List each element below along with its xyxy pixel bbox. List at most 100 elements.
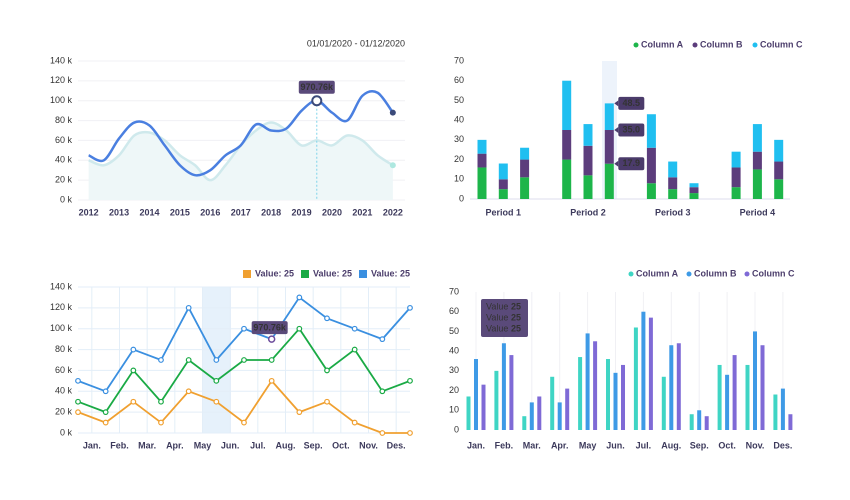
x-tick-label: Oct. xyxy=(718,440,736,450)
point xyxy=(351,346,358,353)
bar xyxy=(522,416,527,430)
bar xyxy=(578,357,583,430)
legend-swatch xyxy=(633,42,639,48)
bar-segment xyxy=(668,189,678,199)
bar xyxy=(537,396,542,430)
bar xyxy=(633,327,638,430)
tooltip-arrow xyxy=(614,100,619,107)
x-tick-label: Jul. xyxy=(636,440,652,450)
bar xyxy=(773,394,778,430)
legend-label: Column C xyxy=(760,39,803,49)
y-tick-label: 40 k xyxy=(55,386,73,396)
x-tick-label: 2018 xyxy=(261,207,281,217)
legend-swatch xyxy=(243,270,251,278)
x-tick-label: Mar. xyxy=(138,440,156,450)
tooltip-box xyxy=(298,80,335,94)
x-tick-label: Nov. xyxy=(359,440,378,450)
x-tick-label: May xyxy=(194,440,212,450)
point xyxy=(241,357,247,363)
bar-segment xyxy=(604,103,614,130)
y-tick-label: 0 xyxy=(459,193,464,203)
bar xyxy=(753,331,757,430)
legend-swatch xyxy=(686,271,692,277)
bar-segment xyxy=(646,183,656,199)
bar-segment xyxy=(731,167,741,188)
bar xyxy=(697,410,702,430)
bar xyxy=(669,345,674,430)
bar-segment xyxy=(752,169,762,199)
y-tick-label: 100 k xyxy=(50,323,73,333)
x-tick-label: 2017 xyxy=(231,207,251,217)
x-tick-label: May xyxy=(579,440,597,450)
tooltip-value: 25 xyxy=(511,301,521,311)
legend-swatch xyxy=(744,271,750,277)
legend-label: Value: 25 xyxy=(255,268,294,278)
point xyxy=(407,377,413,384)
x-tick-label: Period 3 xyxy=(655,207,691,217)
x-tick-label: 2019 xyxy=(292,207,312,217)
tooltip-arrow xyxy=(614,127,619,133)
point xyxy=(296,294,303,301)
point xyxy=(102,388,109,395)
x-tick-label: Sep. xyxy=(304,440,323,450)
bar xyxy=(481,384,486,430)
x-tick-label: Des. xyxy=(387,440,406,450)
legend-label: Column B xyxy=(694,268,737,278)
point xyxy=(102,419,109,426)
point xyxy=(324,315,330,322)
tooltip-box xyxy=(618,123,645,137)
x-tick-label: Jun. xyxy=(606,440,625,450)
x-tick-label: Nov. xyxy=(746,440,765,450)
bar xyxy=(648,317,653,430)
bar-segment xyxy=(477,153,487,168)
y-tick-label: 60 k xyxy=(55,135,73,145)
bar xyxy=(593,341,598,430)
bar-segment xyxy=(646,114,656,148)
date-range: 01/01/2020 - 01/12/2020 xyxy=(307,38,405,48)
point xyxy=(130,398,137,405)
bar-segment xyxy=(562,130,572,160)
tooltip-label: Value xyxy=(486,312,508,322)
point xyxy=(75,409,81,416)
y-tick-label: 40 xyxy=(449,346,459,356)
tooltip-box xyxy=(618,96,645,110)
tooltip-label: Value xyxy=(486,301,508,311)
y-tick-label: 10 xyxy=(454,174,464,184)
x-tick-label: 2015 xyxy=(170,207,190,217)
bar xyxy=(606,359,610,430)
point xyxy=(213,377,220,384)
x-tick-label: Jun. xyxy=(221,440,240,450)
point xyxy=(185,357,192,363)
point xyxy=(158,419,164,426)
bar-segment xyxy=(731,151,741,168)
y-tick-label: 40 xyxy=(454,115,464,125)
tooltip-box xyxy=(481,299,528,337)
point xyxy=(241,419,247,426)
bar-segment xyxy=(646,147,656,184)
bar xyxy=(717,364,722,430)
y-tick-label: 140 k xyxy=(50,55,73,65)
legend-label: Column B xyxy=(700,39,743,49)
point xyxy=(241,325,247,332)
bar xyxy=(689,414,694,430)
bar-segment xyxy=(477,139,487,154)
point xyxy=(296,409,303,416)
legend-swatch xyxy=(628,271,634,277)
y-tick-label: 50 xyxy=(449,326,459,336)
legend-label: Value: 25 xyxy=(371,268,410,278)
legend-swatch xyxy=(752,42,758,48)
x-tick-label: Period 4 xyxy=(740,207,776,217)
legend-label: Value: 25 xyxy=(313,268,352,278)
end-point xyxy=(389,109,396,116)
bar xyxy=(509,355,514,430)
legend-swatch xyxy=(301,270,309,278)
focus-point xyxy=(267,335,276,343)
bar xyxy=(529,402,534,430)
point xyxy=(324,398,330,405)
legend-label: Column A xyxy=(641,39,684,49)
x-tick-label: Jul. xyxy=(250,440,266,450)
point xyxy=(75,377,81,384)
bar xyxy=(704,416,709,430)
tooltip-box xyxy=(618,157,645,171)
legend-swatch xyxy=(692,42,698,48)
